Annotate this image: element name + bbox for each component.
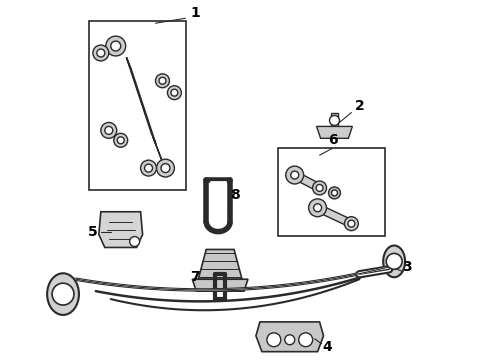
Text: 3: 3 [402, 260, 412, 274]
Polygon shape [313, 206, 356, 226]
Circle shape [171, 89, 178, 96]
Polygon shape [192, 279, 248, 291]
Circle shape [117, 137, 124, 144]
Circle shape [130, 237, 140, 247]
Text: 5: 5 [88, 225, 98, 239]
Ellipse shape [383, 246, 405, 277]
Circle shape [299, 333, 313, 347]
Circle shape [106, 36, 125, 56]
Text: 1: 1 [191, 6, 200, 20]
Circle shape [291, 171, 299, 179]
Circle shape [348, 220, 355, 227]
Text: 2: 2 [354, 99, 364, 113]
Circle shape [114, 133, 128, 147]
Circle shape [145, 164, 152, 172]
Circle shape [141, 160, 156, 176]
Text: 6: 6 [328, 133, 337, 147]
Text: 7: 7 [191, 270, 200, 284]
Circle shape [161, 164, 170, 172]
Circle shape [332, 190, 338, 196]
Bar [89, 21, 186, 190]
Circle shape [316, 184, 323, 192]
Circle shape [111, 41, 121, 51]
Bar [278, 148, 385, 235]
Ellipse shape [47, 273, 79, 315]
Polygon shape [99, 212, 143, 247]
Text: 8: 8 [230, 188, 240, 202]
Polygon shape [317, 126, 352, 138]
Circle shape [386, 253, 402, 269]
Circle shape [344, 217, 358, 231]
Circle shape [168, 86, 181, 100]
Polygon shape [290, 173, 324, 190]
Polygon shape [126, 57, 156, 144]
Polygon shape [331, 113, 339, 134]
Circle shape [313, 181, 326, 195]
Circle shape [105, 126, 113, 134]
Circle shape [328, 187, 341, 199]
Circle shape [156, 159, 174, 177]
Circle shape [286, 166, 304, 184]
Polygon shape [198, 249, 242, 279]
Circle shape [97, 49, 105, 57]
Circle shape [267, 333, 281, 347]
Circle shape [285, 335, 294, 345]
Polygon shape [152, 136, 163, 165]
Circle shape [309, 199, 326, 217]
Circle shape [101, 122, 117, 138]
Circle shape [155, 74, 170, 88]
Polygon shape [256, 322, 323, 352]
Circle shape [93, 45, 109, 61]
Circle shape [159, 77, 166, 84]
Circle shape [52, 283, 74, 305]
Circle shape [314, 204, 321, 212]
Circle shape [329, 116, 340, 125]
Text: 4: 4 [322, 340, 332, 354]
